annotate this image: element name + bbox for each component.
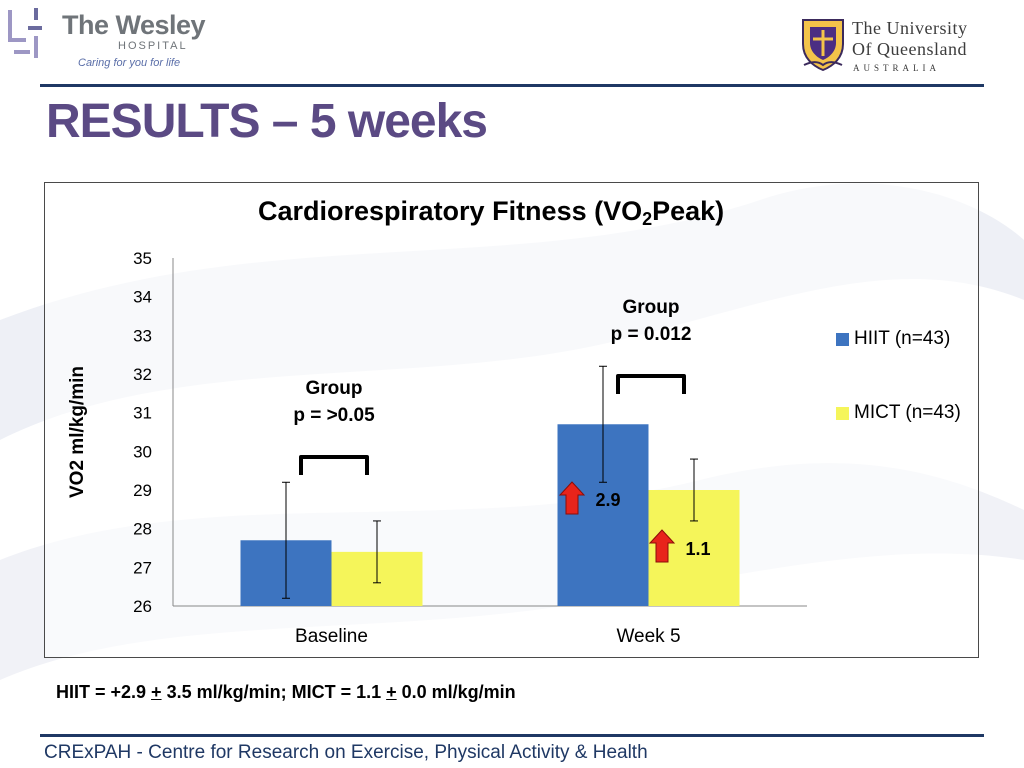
y-tick-label: 27 <box>133 558 152 577</box>
uq-crest-icon <box>802 19 844 71</box>
y-tick-label: 29 <box>133 481 152 500</box>
legend-swatch-hiit <box>836 332 849 346</box>
legend-item-hiit: HIIT (n=43) <box>836 328 950 350</box>
university-country: AUSTRALIA <box>853 63 940 73</box>
change-value-label: 2.9 <box>595 490 620 510</box>
increase-arrow-icon <box>558 481 586 515</box>
chart-title-main: Cardiorespiratory Fitness (VO <box>258 196 643 226</box>
group-bracket <box>299 455 369 475</box>
legend-swatch-mict <box>836 406 849 420</box>
footnote-plusminus-1: + <box>151 682 162 702</box>
x-tick-label: Week 5 <box>616 626 680 647</box>
chart-title-end: Peak) <box>652 196 725 226</box>
legend-label-mict: MICT (n=43) <box>854 402 961 423</box>
group-p-value: p = 0.012 <box>611 324 692 345</box>
y-tick-label: 33 <box>133 326 152 345</box>
y-tick-label: 35 <box>133 249 152 268</box>
results-footnote: HIIT = +2.9 + 3.5 ml/kg/min; MICT = 1.1 … <box>56 682 516 703</box>
group-label: Group <box>623 297 680 318</box>
x-tick-label: Baseline <box>295 626 368 647</box>
hospital-subname: HOSPITAL <box>118 40 188 52</box>
change-value-label: 1.1 <box>685 539 710 559</box>
wesley-hospital-logo <box>4 6 204 72</box>
footer-centre-name: CRExPAH - Centre for Research on Exercis… <box>44 742 648 763</box>
chart-title: Cardiorespiratory Fitness (VO2Peak) <box>258 196 724 230</box>
slide-title: RESULTS – 5 weeks <box>46 95 488 148</box>
university-name-line1: The University <box>852 18 968 38</box>
legend-item-mict: MICT (n=43) <box>836 402 961 424</box>
y-tick-label: 26 <box>133 597 152 616</box>
y-tick-label: 32 <box>133 365 152 384</box>
footnote-mict: 3.5 ml/kg/min; MICT = 1.1 <box>161 682 387 702</box>
footer-rule <box>40 734 984 737</box>
hospital-tagline: Caring for you for life <box>78 57 181 69</box>
wesley-cross-icon <box>8 8 42 58</box>
footnote-plusminus-2: + <box>386 682 397 702</box>
y-tick-label: 28 <box>133 520 152 539</box>
chart-title-subscript: 2 <box>642 209 653 229</box>
header-rule <box>40 84 984 87</box>
group-bracket <box>616 374 686 394</box>
y-tick-label: 31 <box>133 404 152 423</box>
footnote-hiit: HIIT = +2.9 <box>56 682 152 702</box>
y-tick-label: 34 <box>133 288 152 307</box>
increase-arrow-icon <box>648 529 676 563</box>
chart-frame <box>44 182 979 658</box>
university-name-line2: Of Queensland <box>852 39 967 59</box>
y-tick-label: 30 <box>133 442 152 461</box>
legend-label-hiit: HIIT (n=43) <box>854 328 951 349</box>
group-p-value: p = >0.05 <box>293 405 375 426</box>
group-label: Group <box>306 378 363 399</box>
footnote-end: 0.0 ml/kg/min <box>396 682 516 702</box>
hospital-name: The Wesley <box>62 10 206 40</box>
